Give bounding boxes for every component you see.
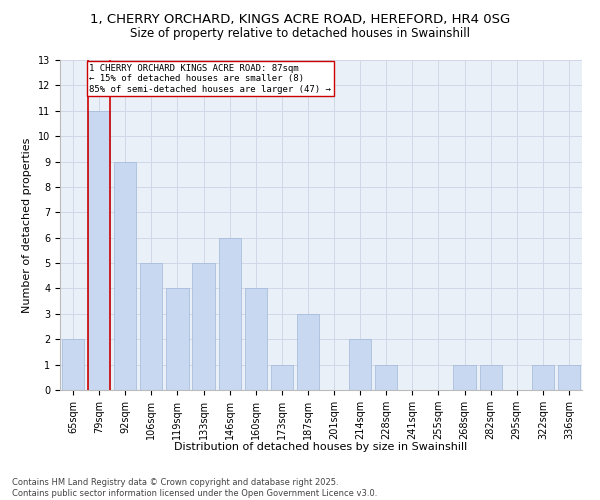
Bar xyxy=(271,364,293,390)
Bar xyxy=(88,111,110,390)
Bar xyxy=(140,263,163,390)
Bar xyxy=(479,364,502,390)
Text: Contains HM Land Registry data © Crown copyright and database right 2025.
Contai: Contains HM Land Registry data © Crown c… xyxy=(12,478,377,498)
Bar xyxy=(349,339,371,390)
X-axis label: Distribution of detached houses by size in Swainshill: Distribution of detached houses by size … xyxy=(175,442,467,452)
Bar xyxy=(245,288,267,390)
Bar xyxy=(62,339,84,390)
Bar xyxy=(375,364,397,390)
Y-axis label: Number of detached properties: Number of detached properties xyxy=(22,138,32,312)
Bar xyxy=(114,162,136,390)
Bar xyxy=(166,288,188,390)
Bar xyxy=(454,364,476,390)
Bar xyxy=(558,364,580,390)
Bar xyxy=(218,238,241,390)
Bar xyxy=(532,364,554,390)
Bar xyxy=(297,314,319,390)
Text: 1 CHERRY ORCHARD KINGS ACRE ROAD: 87sqm
← 15% of detached houses are smaller (8): 1 CHERRY ORCHARD KINGS ACRE ROAD: 87sqm … xyxy=(89,64,331,94)
Text: 1, CHERRY ORCHARD, KINGS ACRE ROAD, HEREFORD, HR4 0SG: 1, CHERRY ORCHARD, KINGS ACRE ROAD, HERE… xyxy=(90,12,510,26)
Bar xyxy=(193,263,215,390)
Text: Size of property relative to detached houses in Swainshill: Size of property relative to detached ho… xyxy=(130,28,470,40)
